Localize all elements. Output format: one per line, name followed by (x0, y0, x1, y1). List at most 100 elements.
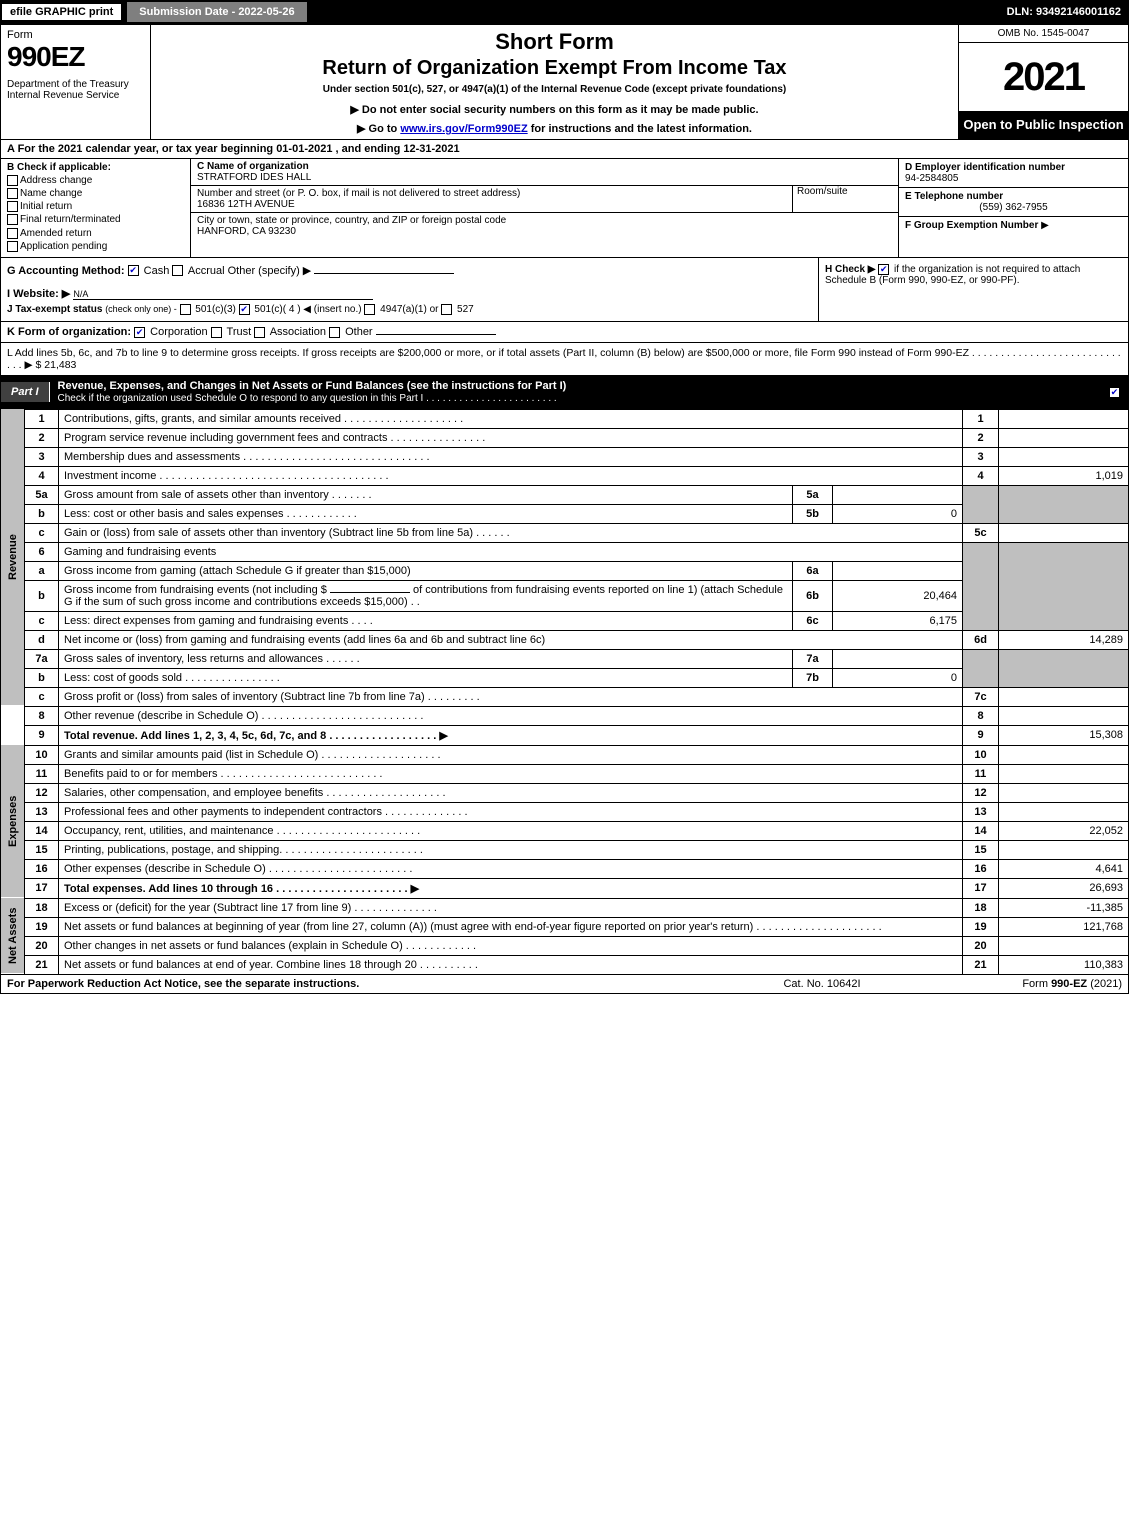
line-subcol: 7b (793, 668, 833, 687)
line-rnum: 5c (963, 523, 999, 542)
line-desc: Grants and similar amounts paid (list in… (59, 745, 963, 764)
k-label: K Form of organization: (7, 326, 131, 338)
form-word: Form (7, 29, 144, 41)
form-center-column: Short Form Return of Organization Exempt… (151, 25, 958, 139)
line-desc: Other changes in net assets or fund bala… (59, 936, 963, 955)
chk-part-i-schedule-o[interactable] (1109, 387, 1120, 398)
sidebar-expenses: Expenses (1, 745, 25, 898)
chk-corporation[interactable] (134, 327, 145, 338)
line-rval (999, 409, 1129, 428)
form-left-column: Form 990EZ Department of the Treasury In… (1, 25, 151, 139)
line-desc: Gross income from gaming (attach Schedul… (59, 561, 793, 580)
form-number: 990EZ (7, 41, 144, 73)
l-text: L Add lines 5b, 6c, and 7b to line 9 to … (7, 347, 1121, 371)
shade-cell (963, 649, 999, 687)
line-num: c (25, 611, 59, 630)
chk-4947[interactable] (364, 304, 375, 315)
part-i-check-line: Check if the organization used Schedule … (58, 393, 557, 404)
line-desc: Less: cost of goods sold . . . . . . . .… (59, 668, 793, 687)
l9-bold: Total revenue. Add lines 1, 2, 3, 4, 5c,… (64, 730, 448, 742)
line-rnum: 6d (963, 630, 999, 649)
sidebar-gap (1, 725, 25, 745)
chk-association[interactable] (254, 327, 265, 338)
line-rnum: 11 (963, 764, 999, 783)
line-num: 6 (25, 542, 59, 561)
c-city-label: City or town, state or province, country… (197, 215, 506, 226)
l6b-pre: Gross income from fundraising events (no… (64, 584, 327, 596)
line-desc: Gaming and fundraising events (59, 542, 963, 561)
section-b-label: B Check if applicable: (7, 162, 184, 173)
chk-name-change[interactable]: Name change (7, 188, 184, 199)
tax-year: 2021 (959, 43, 1128, 111)
c-street-label: Number and street (or P. O. box, if mail… (197, 188, 520, 199)
g-other: Other (specify) ▶ (228, 265, 312, 277)
return-title: Return of Organization Exempt From Incom… (161, 57, 948, 80)
line-desc: Gain or (loss) from sale of assets other… (59, 523, 963, 542)
line-rnum: 7c (963, 687, 999, 706)
goto-link[interactable]: www.irs.gov/Form990EZ (400, 123, 527, 135)
line-subval (833, 561, 963, 580)
chk-cash[interactable] (128, 265, 139, 276)
line-num: d (25, 630, 59, 649)
footer: For Paperwork Reduction Act Notice, see … (0, 975, 1129, 994)
j-label: J Tax-exempt status (7, 304, 102, 315)
line-desc: Occupancy, rent, utilities, and maintena… (59, 821, 963, 840)
chk-501c[interactable] (239, 304, 250, 315)
row-h: H Check ▶ if the organization is not req… (818, 258, 1128, 321)
line-rval (999, 706, 1129, 725)
section-bcdef: B Check if applicable: Address change Na… (0, 159, 1129, 258)
chk-initial-return[interactable]: Initial return (7, 201, 184, 212)
chk-amended-return[interactable]: Amended return (7, 228, 184, 239)
line-rnum: 9 (963, 725, 999, 745)
g-other-input[interactable] (314, 273, 454, 274)
section-b: B Check if applicable: Address change Na… (1, 159, 191, 257)
goto-post: for instructions and the latest informat… (528, 123, 752, 135)
chk-527[interactable] (441, 304, 452, 315)
opt-application-pending: Application pending (20, 241, 107, 252)
line-desc: Net income or (loss) from gaming and fun… (59, 630, 963, 649)
row-gh: G Accounting Method: Cash Accrual Other … (0, 258, 1129, 322)
line-desc: Printing, publications, postage, and shi… (59, 840, 963, 859)
line-desc: Other revenue (describe in Schedule O) .… (59, 706, 963, 725)
line-desc: Total expenses. Add lines 10 through 16 … (59, 878, 963, 898)
org-city: HANFORD, CA 93230 (197, 226, 296, 237)
line-subval: 20,464 (833, 580, 963, 611)
chk-other-org[interactable] (329, 327, 340, 338)
chk-501c3[interactable] (180, 304, 191, 315)
other-org-input[interactable] (376, 334, 496, 335)
chk-application-pending[interactable]: Application pending (7, 241, 184, 252)
line-num: 8 (25, 706, 59, 725)
chk-accrual[interactable] (172, 265, 183, 276)
line-rval: 4,641 (999, 859, 1129, 878)
line-rnum: 12 (963, 783, 999, 802)
part-i-header: Part I Revenue, Expenses, and Changes in… (0, 376, 1129, 409)
line-rval (999, 447, 1129, 466)
line-rnum: 20 (963, 936, 999, 955)
chk-final-return[interactable]: Final return/terminated (7, 214, 184, 225)
line-rnum: 13 (963, 802, 999, 821)
line-desc: Program service revenue including govern… (59, 428, 963, 447)
line-num: b (25, 668, 59, 687)
website-value: N/A (73, 289, 373, 300)
footer-form-post: (2021) (1087, 978, 1122, 990)
department-label: Department of the Treasury Internal Reve… (7, 79, 144, 101)
line-rnum: 18 (963, 898, 999, 917)
line-subcol: 6c (793, 611, 833, 630)
opt-address-change: Address change (20, 175, 92, 186)
f-label: F Group Exemption Number (905, 220, 1038, 231)
g-label: G Accounting Method: (7, 265, 125, 277)
efile-label[interactable]: efile GRAPHIC print (2, 4, 121, 20)
chk-h[interactable] (878, 264, 889, 275)
goto-line: ▶ Go to www.irs.gov/Form990EZ for instru… (161, 122, 948, 135)
line-rval (999, 687, 1129, 706)
opt-amended-return: Amended return (20, 228, 92, 239)
l6b-blank[interactable] (330, 592, 410, 593)
line-rnum: 1 (963, 409, 999, 428)
chk-trust[interactable] (211, 327, 222, 338)
chk-address-change[interactable]: Address change (7, 175, 184, 186)
line-desc: Excess or (deficit) for the year (Subtra… (59, 898, 963, 917)
line-rval (999, 428, 1129, 447)
line-rval (999, 745, 1129, 764)
line-num: 11 (25, 764, 59, 783)
line-num: 10 (25, 745, 59, 764)
